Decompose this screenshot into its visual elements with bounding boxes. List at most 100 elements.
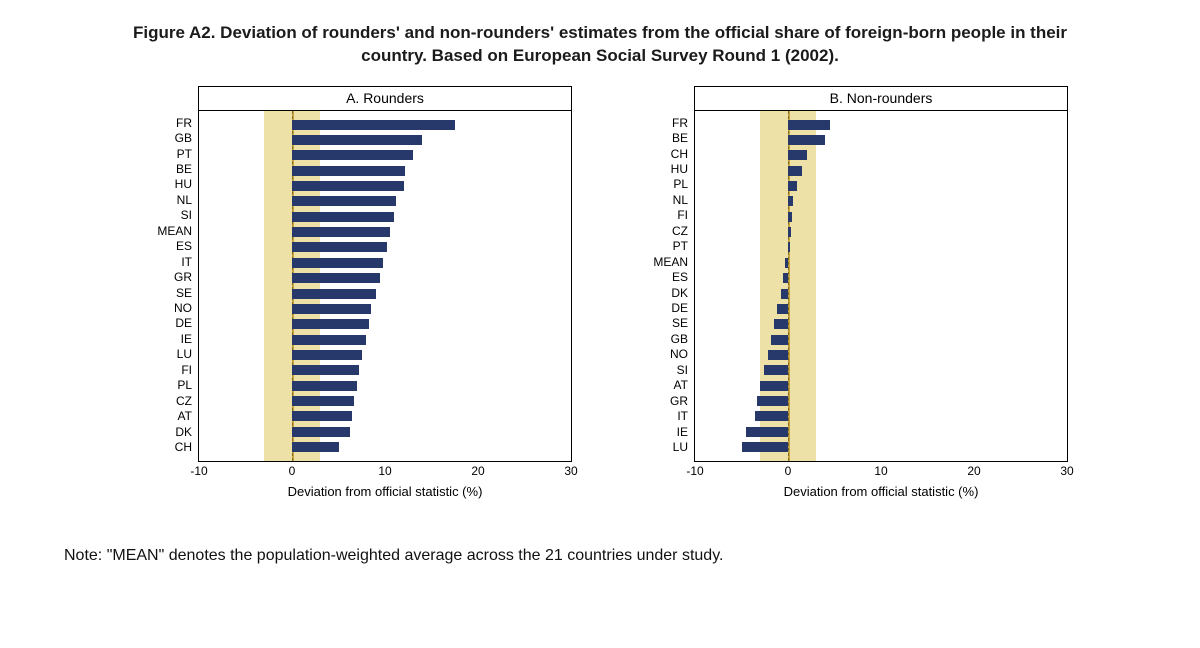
bar-row: [695, 318, 1067, 330]
y-tick-label: DK: [132, 426, 192, 440]
y-tick-label: IT: [628, 410, 688, 424]
y-tick-label: LU: [132, 348, 192, 362]
bar: [742, 442, 789, 452]
bar: [292, 212, 394, 222]
bar: [292, 396, 354, 406]
figure-note: Note: "MEAN" denotes the population-weig…: [64, 547, 1140, 565]
bar: [292, 166, 405, 176]
bar: [292, 350, 362, 360]
bar-row: [695, 180, 1067, 192]
bar-row: [695, 119, 1067, 131]
panel-title: A. Rounders: [198, 86, 572, 110]
x-tick-label: 0: [289, 464, 296, 478]
plot-area: [198, 110, 572, 462]
bar-row: [695, 441, 1067, 453]
bar-row: [199, 318, 571, 330]
y-tick-label: CH: [132, 441, 192, 455]
x-tick-label: 30: [1060, 464, 1073, 478]
bar: [292, 196, 396, 206]
y-tick-label: NO: [132, 302, 192, 316]
y-tick-label: PL: [628, 178, 688, 192]
y-tick-label: ES: [132, 240, 192, 254]
x-tick-label: 0: [785, 464, 792, 478]
bar: [768, 350, 788, 360]
y-tick-label: FR: [132, 117, 192, 131]
figure-title: Figure A2. Deviation of rounders' and no…: [100, 22, 1100, 68]
bar: [781, 289, 788, 299]
bar: [788, 242, 790, 252]
bar-row: [199, 410, 571, 422]
y-tick-label: SE: [628, 317, 688, 331]
x-tick-label: 10: [874, 464, 887, 478]
bar: [292, 365, 359, 375]
bar-row: [199, 426, 571, 438]
y-tick-label: GB: [628, 333, 688, 347]
panel-nonrounders: B. Non-roundersFRBECHHUPLNLFICZPTMEANESD…: [628, 86, 1068, 499]
bar-row: [199, 257, 571, 269]
y-axis-labels: FRGBPTBEHUNLSIMEANESITGRSENODEIELUFIPLCZ…: [132, 110, 198, 462]
y-tick-label: ES: [628, 271, 688, 285]
x-tick-label: -10: [190, 464, 207, 478]
bar: [783, 273, 788, 283]
y-tick-label: IE: [628, 426, 688, 440]
bar: [788, 196, 793, 206]
bar-row: [199, 241, 571, 253]
bar-row: [695, 134, 1067, 146]
x-tick-label: 20: [967, 464, 980, 478]
y-tick-label: CZ: [132, 395, 192, 409]
y-tick-label: HU: [132, 178, 192, 192]
figure: Figure A2. Deviation of rounders' and no…: [0, 0, 1200, 575]
bars: [695, 117, 1067, 455]
bar-row: [695, 426, 1067, 438]
bar: [292, 135, 422, 145]
bars: [199, 117, 571, 455]
bar-row: [199, 211, 571, 223]
x-tick-label: -10: [686, 464, 703, 478]
y-tick-label: AT: [628, 379, 688, 393]
bar-row: [199, 119, 571, 131]
y-tick-label: MEAN: [628, 256, 688, 270]
bar-row: [695, 195, 1067, 207]
y-tick-label: HU: [628, 163, 688, 177]
bar: [292, 227, 390, 237]
y-tick-label: IE: [132, 333, 192, 347]
y-tick-label: GB: [132, 132, 192, 146]
bar: [757, 396, 788, 406]
bar: [785, 258, 788, 268]
panel-rounders: A. RoundersFRGBPTBEHUNLSIMEANESITGRSENOD…: [132, 86, 572, 499]
x-tick-label: 30: [564, 464, 577, 478]
bar-row: [695, 257, 1067, 269]
y-tick-label: CH: [628, 148, 688, 162]
y-tick-label: PT: [628, 240, 688, 254]
y-tick-label: SE: [132, 287, 192, 301]
bar: [788, 212, 792, 222]
panel-title: B. Non-rounders: [694, 86, 1068, 110]
bar-row: [695, 226, 1067, 238]
y-tick-label: SI: [628, 364, 688, 378]
x-tick-label: 20: [471, 464, 484, 478]
y-tick-label: SI: [132, 209, 192, 223]
bar-row: [199, 334, 571, 346]
y-tick-label: CZ: [628, 225, 688, 239]
y-tick-label: DE: [132, 317, 192, 331]
bar: [788, 120, 830, 130]
bar: [788, 166, 802, 176]
bar: [292, 381, 357, 391]
y-tick-label: AT: [132, 410, 192, 424]
bar: [764, 365, 788, 375]
bar-row: [695, 410, 1067, 422]
y-tick-label: NO: [628, 348, 688, 362]
y-tick-label: DK: [628, 287, 688, 301]
bar-row: [199, 134, 571, 146]
x-axis-label: Deviation from official statistic (%): [198, 484, 572, 499]
bar: [292, 304, 371, 314]
y-axis-labels: FRBECHHUPLNLFICZPTMEANESDKDESEGBNOSIATGR…: [628, 110, 694, 462]
y-tick-label: NL: [132, 194, 192, 208]
bar: [292, 411, 352, 421]
bar: [788, 181, 797, 191]
bar-row: [199, 226, 571, 238]
bar: [760, 381, 788, 391]
bar-row: [695, 349, 1067, 361]
y-tick-label: BE: [628, 132, 688, 146]
x-axis-ticks: -100102030: [198, 464, 572, 482]
